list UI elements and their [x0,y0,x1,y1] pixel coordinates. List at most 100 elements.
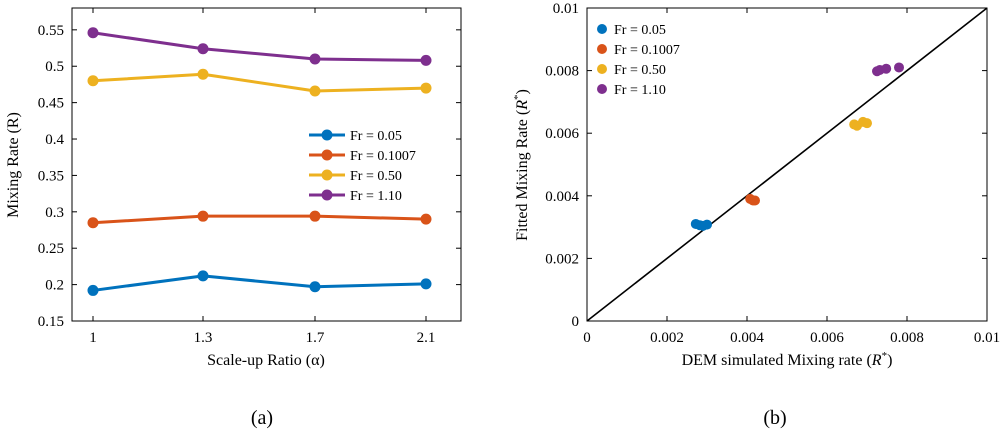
panel-b-plot-frame [586,7,988,322]
panel-b-data-point [894,62,904,73]
panel-a-legend-label: Fr = 0.05 [350,129,402,144]
panel-a-data-point [420,82,432,94]
panel-a-data-point [309,210,321,222]
panel-a-data-point [197,210,209,222]
panel-a-data-point [309,53,321,65]
panel-a-y-ticks: 0.15 0.2 0.25 0.3 0.35 0.4 0.45 0.5 0.55 [38,23,461,330]
panel-b-x-tick-label: 0.002 [650,330,684,346]
panel-b-y-tick-label: 0.004 [545,189,579,205]
panel-a-legend-marker [321,129,333,141]
panel-a-series-line [92,274,427,292]
panel-a-x-tick-label: 2.1 [417,330,436,346]
panel-a-data-point [87,217,99,229]
panel-a-y-tick-label: 0.15 [38,314,64,330]
panel-b-legend-label: Fr = 1.10 [614,83,666,98]
panel-b-x-ticks: 0 0.002 0.004 0.006 0.008 0.01 [583,8,1000,346]
panel-a-series-3 [87,68,432,97]
panel-b-series-1 [690,218,712,231]
panel-b-x-tick-label: 0 [583,330,591,346]
panel-b-legend-marker [597,84,607,94]
panel-b-series-4 [872,62,904,77]
panel-b-caption: (b) [763,407,786,429]
panel-a-y-label: Mixing Rate (R) [5,112,22,218]
panel-a-caption: (a) [251,407,273,429]
panel-b-data-point [881,63,892,74]
panel-a-y-tick-label: 0.4 [45,132,64,148]
panel-a-data-point [87,75,99,87]
panel-b-x-label-close: ) [887,352,892,369]
panel-b-x-tick-label: 0.006 [810,330,844,346]
panel-a-data-point [420,213,432,225]
panel-a-y-tick-label: 0.3 [45,205,64,221]
panel-b-legend-label: Fr = 0.50 [614,63,666,78]
panel-b-y-tick-label: 0 [572,314,580,330]
panel-a-y-tick-label: 0.2 [45,278,64,294]
panel-b-x-tick-label: 0.01 [974,330,1000,346]
panel-a-y-tick-label: 0.45 [38,96,64,112]
panel-b-x-label-star: * [882,350,888,362]
panel-b-legend-label: Fr = 0.1007 [614,43,680,58]
panel-b-x-tick-label: 0.004 [730,330,764,346]
panel-a-x-label: Scale-up Ratio (α) [207,352,325,369]
panel-a-y-tick-label: 0.25 [38,241,64,257]
panel-b-data-point [750,195,760,206]
panel-a-line-chart: 0.15 0.2 0.25 0.3 0.35 0.4 0.45 0.5 0.55 1 1.3 1.7… [5,7,462,429]
panel-a-data-point [309,85,321,97]
panel-b-x-label-prefix: DEM simulated Mixing rate ( [682,352,872,369]
panel-b-data-point [702,219,712,230]
panel-b-legend-marker [597,44,607,54]
panel-b-scatter-chart: 0 0.002 0.004 0.006 0.008 0.01 0 0.002 0.004 0.0… [512,1,1000,429]
panel-b-y-tick-label: 0.008 [545,64,579,80]
panel-a-data-point [87,284,99,296]
panel-a-y-tick-label: 0.35 [38,168,64,184]
panel-a-series-line [92,214,427,225]
panel-a-series [87,27,432,296]
panel-a-x-tick-label: 1.3 [194,330,213,346]
panel-b-legend-label: Fr = 0.05 [614,23,666,38]
panel-a-x-ticks: 1 1.3 1.7 2.1 [89,8,435,346]
panel-a-data-point [420,54,432,66]
panel-b-data-point [862,118,872,129]
panel-a-data-point [309,281,321,293]
panel-b-y-tick-label: 0.006 [545,126,579,142]
panel-a-x-tick-label: 1.7 [306,330,325,346]
panel-a-plot-frame [71,7,462,322]
panel-a-x-tick-label: 1 [89,330,97,346]
panel-b-legend-marker [597,24,607,34]
panel-b-x-label: DEM simulated Mixing rate (R*) [682,350,893,369]
panel-b-y-label-star: * [512,94,524,100]
panel-a-data-point [197,43,209,55]
panel-b-series-3 [849,116,872,131]
panel-a-data-point [420,278,432,290]
panel-a-series-2 [87,210,432,229]
panel-a-legend-label: Fr = 1.10 [350,189,402,204]
panel-a-legend-marker [321,169,333,181]
panel-a-data-point [87,27,99,39]
panel-a-legend: Fr = 0.05 Fr = 0.1007 Fr = 0.50 Fr = 1.10 [301,122,451,206]
panel-b-y-label: Fitted Mixing Rate (R*) [512,89,531,241]
panel-b-series [690,62,904,231]
panel-b-y-label-close: ) [514,89,531,94]
panel-a-data-point [197,270,209,282]
panel-b-y-label-prefix: Fitted Mixing Rate ( [514,110,531,241]
panel-a-series-line [92,31,427,62]
panel-a-series-4 [87,27,432,66]
panel-a-series-line [92,72,427,93]
panel-a-legend-marker [321,149,333,161]
panel-a-legend-label: Fr = 0.1007 [350,149,416,164]
panel-a-y-tick-label: 0.55 [38,23,64,39]
panel-b-y-label-symbol: R [514,100,531,111]
panel-b-series-2 [745,193,760,206]
panel-b-x-tick-label: 0.008 [890,330,924,346]
panel-a-legend-label: Fr = 0.50 [350,169,402,184]
panel-b-x-label-symbol: R [871,352,882,369]
panel-b-reference-line [586,7,988,322]
panel-b-y-tick-label: 0.01 [553,1,579,17]
panel-a-series-1 [87,270,432,296]
panel-a-data-point [197,68,209,80]
panel-a-y-tick-label: 0.5 [45,59,64,75]
panel-b-legend: Fr = 0.05 Fr = 0.1007 Fr = 0.50 Fr = 1.10 [597,23,680,98]
panel-a-legend-marker [321,189,333,201]
panel-b-legend-marker [597,64,607,74]
